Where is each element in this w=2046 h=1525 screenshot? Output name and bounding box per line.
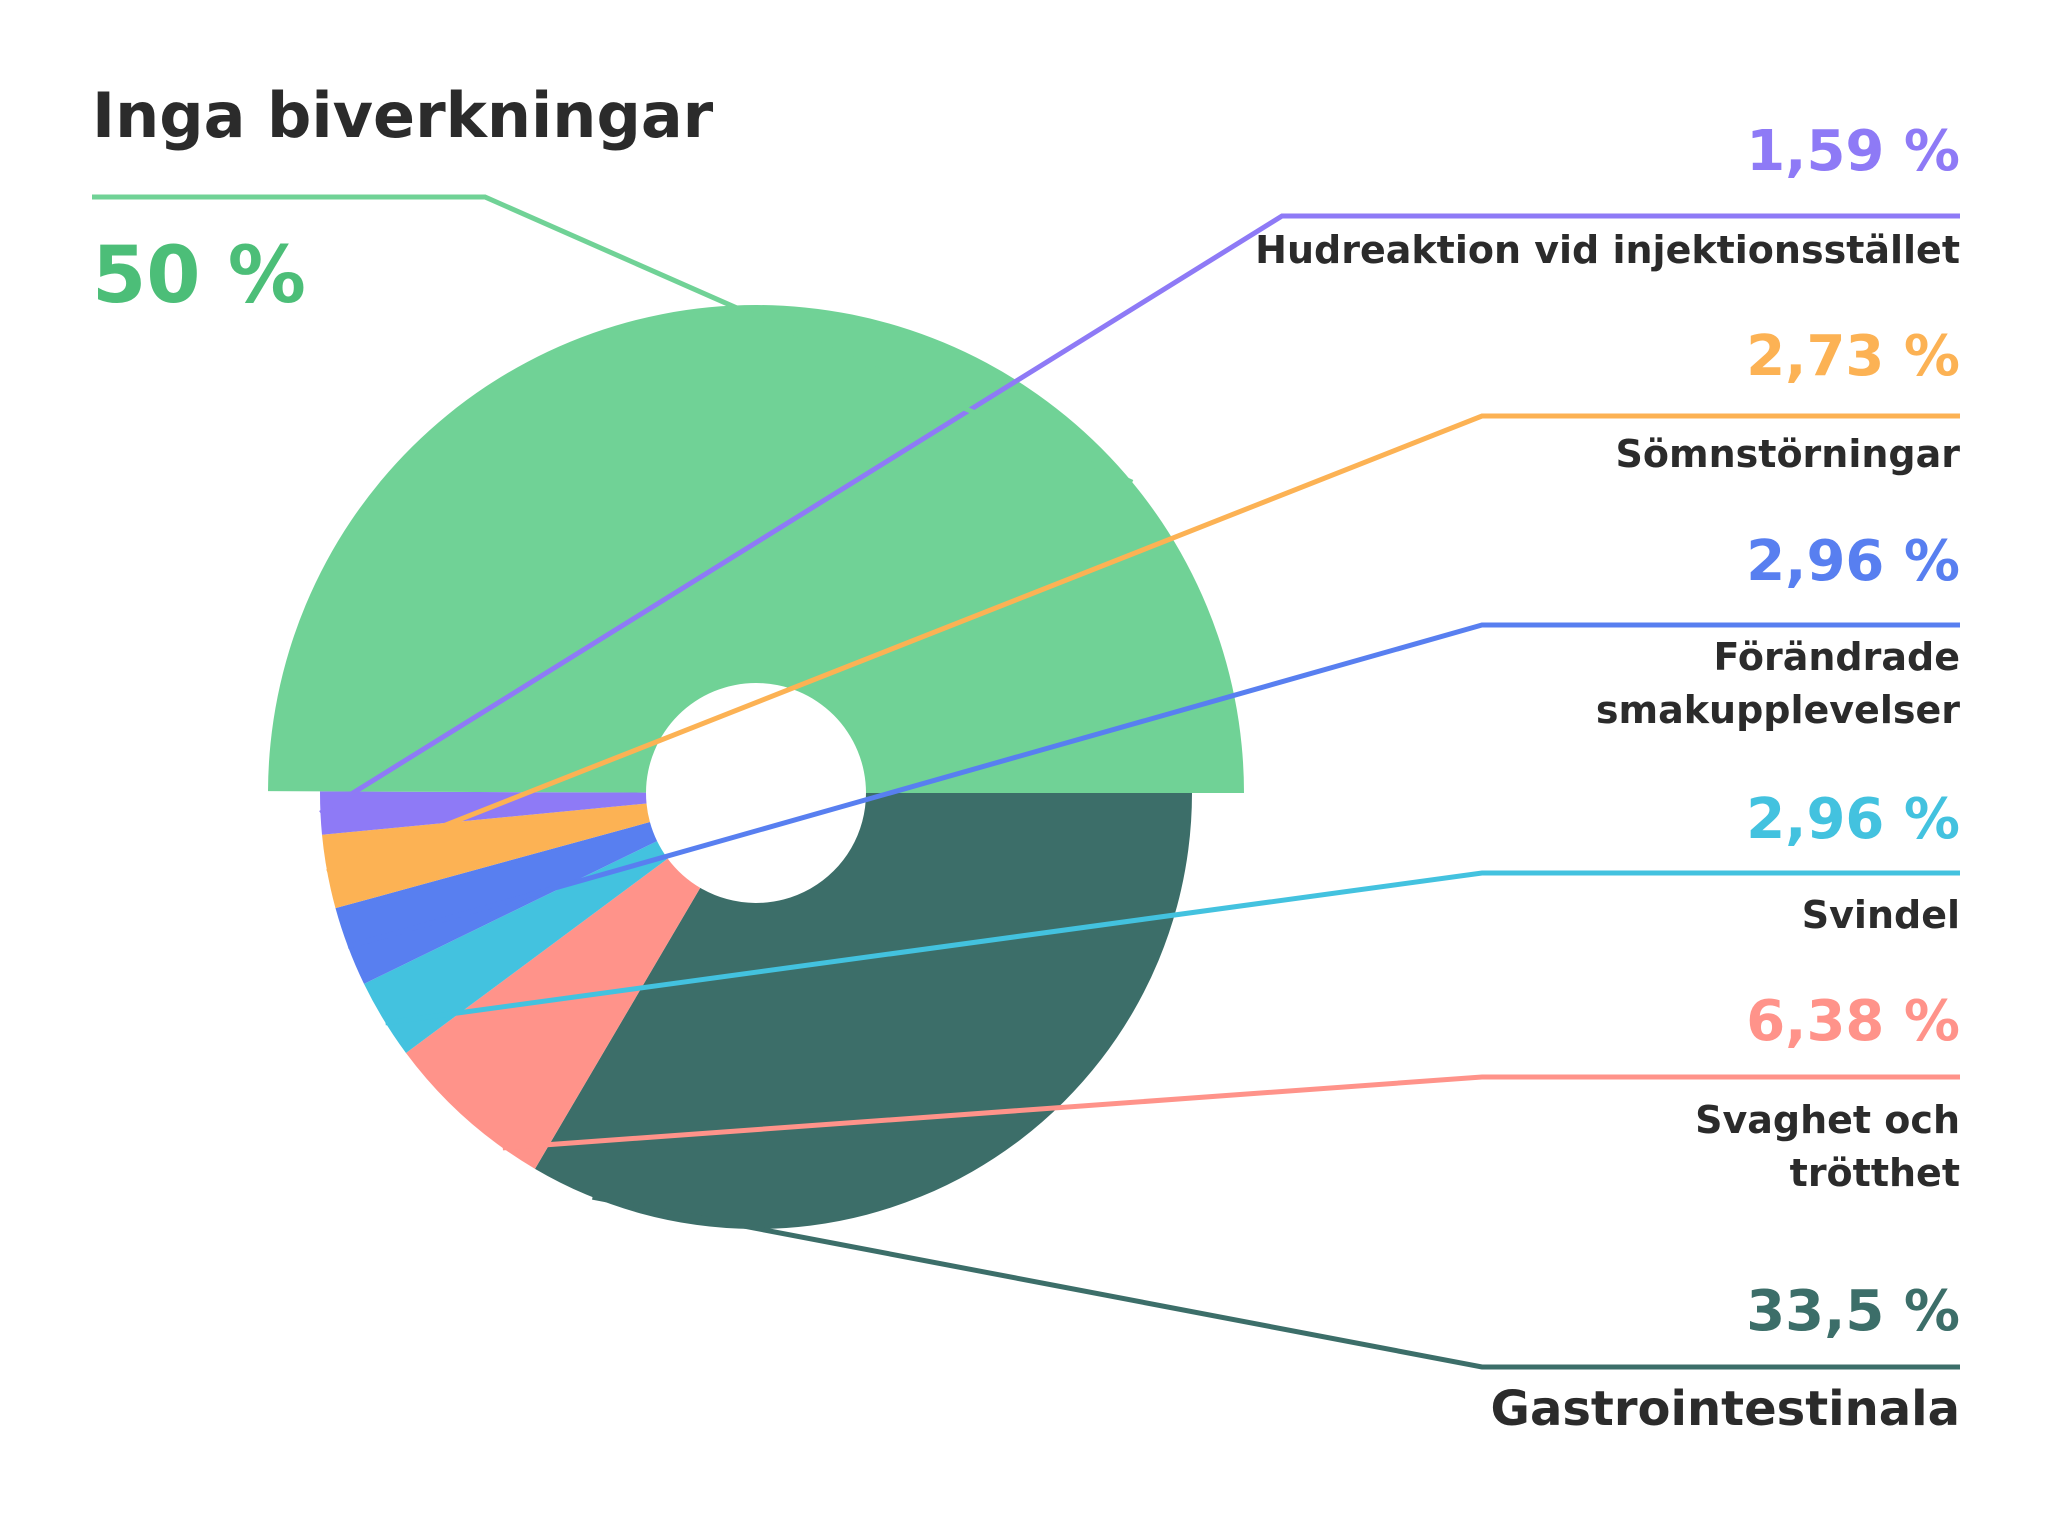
- pie-slice-gastrointestinala: [535, 793, 1192, 1229]
- slice-value-svaghet-och-trotthet: 6,38 %: [1746, 989, 1960, 1054]
- slice-value-svindel: 2,96 %: [1746, 787, 1960, 852]
- slice-labels: 33,5 % Gastrointestinala 6,38 % Svaghet och…: [92, 79, 1960, 1437]
- pie-slice-svaghet-och-trotthet: [405, 858, 701, 1169]
- leader-line-forandrade-smakupplevelser: [347, 622, 1960, 950]
- slice-label-forandrade-smakupplevelser-line-1: Förändrade: [1713, 635, 1960, 679]
- leader-line-inga-biverkningar: [92, 194, 1134, 485]
- pie-slice-somnstorningar: [322, 803, 650, 909]
- pie-slice-svindel: [363, 841, 668, 1053]
- slice-value-hudreaktion-vid-injektionsstallet: 1,59 %: [1746, 119, 1960, 184]
- leader-line-svaghet-och-trotthet: [502, 1074, 1960, 1151]
- slice-label-svaghet-och-trotthet-line-1: Svaghet och: [1695, 1098, 1960, 1142]
- slice-label-gastrointestinala: Gastrointestinala: [1491, 1381, 1960, 1437]
- slice-label-forandrade-smakupplevelser-line-2: smakupplevelser: [1596, 688, 1960, 732]
- slice-label-svaghet-och-trotthet-line-2: trötthet: [1790, 1151, 1960, 1195]
- leader-line-somnstorningar: [326, 413, 1960, 875]
- leader-lines: [92, 194, 1960, 1370]
- leader-line-gastrointestinala: [592, 1194, 1960, 1370]
- slice-value-inga-biverkningar: 50 %: [92, 231, 306, 321]
- slice-label-hudreaktion-vid-injektionsstallet: Hudreaktion vid injektionsstället: [1255, 228, 1960, 272]
- pie-slices: [268, 305, 1245, 1229]
- slice-value-gastrointestinala: 33,5 %: [1746, 1279, 1960, 1344]
- pie-slice-hudreaktion-vid-injektionsstallet: [320, 791, 647, 835]
- leader-line-svindel: [385, 870, 1960, 1026]
- slice-label-svindel: Svindel: [1802, 893, 1960, 937]
- slice-label-somnstorningar: Sömnstörningar: [1616, 432, 1961, 476]
- pie-slice-inga-biverkningar: [268, 305, 1245, 793]
- slice-value-forandrade-smakupplevelser: 2,96 %: [1746, 529, 1960, 594]
- slice-label-inga-biverkningar: Inga biverkningar: [92, 79, 714, 152]
- slice-value-somnstorningar: 2,73 %: [1746, 324, 1960, 389]
- leader-line-hudreaktion-vid-injektionsstallet: [319, 213, 1960, 816]
